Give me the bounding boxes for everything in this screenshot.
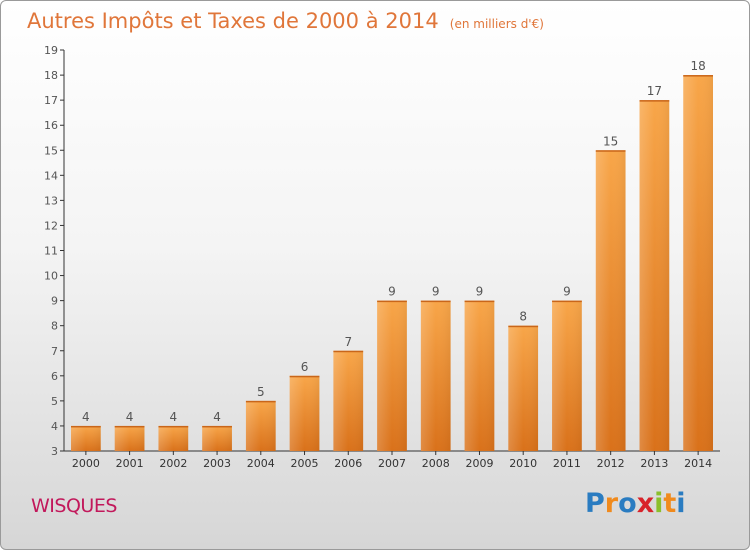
y-tick-label: 6 xyxy=(51,370,58,383)
y-tick-label: 18 xyxy=(44,69,58,82)
x-tick-label: 2006 xyxy=(334,457,362,470)
bar-top-edge xyxy=(464,300,495,303)
y-tick-label: 13 xyxy=(44,194,58,207)
bar-top-edge xyxy=(70,425,101,428)
bar-highlight xyxy=(377,300,407,451)
x-tick-label: 2007 xyxy=(378,457,406,470)
x-tick-label: 2000 xyxy=(72,457,100,470)
x-tick-label: 2003 xyxy=(203,457,231,470)
bar-highlight xyxy=(333,350,364,451)
y-tick-labels: 3 4 5 6 7 8 9 10 11 12 13 14 15 16 17 18 19 xyxy=(44,44,64,458)
bar-top-edge xyxy=(245,400,276,403)
bar-top-edge xyxy=(420,300,451,303)
data-label: 6 xyxy=(301,360,309,374)
bar-top-edge xyxy=(377,300,407,303)
y-tick-label: 4 xyxy=(51,420,58,433)
bar-top-edge xyxy=(333,350,364,353)
data-label: 7 xyxy=(344,335,352,349)
bar-highlight xyxy=(289,375,320,451)
bar-highlight xyxy=(639,100,670,451)
x-tick-label: 2014 xyxy=(684,457,712,470)
proxiti-logo: Proxiti xyxy=(585,488,686,519)
data-label: 18 xyxy=(690,59,705,73)
x-tick-label: 2011 xyxy=(553,457,581,470)
bar-highlight xyxy=(595,150,626,451)
data-label: 4 xyxy=(213,410,221,424)
bar-highlight xyxy=(114,425,145,451)
data-label: 15 xyxy=(603,134,618,148)
bar-top-edge xyxy=(639,100,670,102)
bar-highlight xyxy=(202,425,232,451)
bar-top-edge xyxy=(289,375,320,378)
bar-top-edge xyxy=(595,150,626,152)
logo-letter: i xyxy=(654,488,664,519)
logo-letter: t xyxy=(663,488,677,519)
x-tick-label: 2002 xyxy=(159,457,187,470)
y-tick-label: 8 xyxy=(51,320,58,333)
y-tick-label: 19 xyxy=(44,44,58,57)
data-label: 9 xyxy=(563,285,571,299)
bar-highlight xyxy=(508,325,539,451)
data-label: 9 xyxy=(432,285,440,299)
logo-letter: x xyxy=(636,488,655,519)
y-tick-label: 15 xyxy=(44,144,58,157)
data-label: 9 xyxy=(476,285,484,299)
y-tick-label: 10 xyxy=(44,270,58,283)
bar-top-edge xyxy=(114,425,145,428)
y-tick-label: 5 xyxy=(51,395,58,408)
x-tick-labels: 2000 2001 2002 2003 2004 2005 2006 2007 2008 2009… xyxy=(72,451,712,470)
y-tick-label: 3 xyxy=(51,445,58,458)
data-label: 4 xyxy=(82,410,90,424)
logo-letter: r xyxy=(604,488,619,519)
x-tick-label: 2008 xyxy=(422,457,450,470)
x-tick-label: 2013 xyxy=(640,457,668,470)
bar-highlight xyxy=(420,300,451,451)
y-tick-label: 11 xyxy=(44,245,58,258)
x-tick-label: 2004 xyxy=(247,457,275,470)
data-label: 4 xyxy=(126,410,134,424)
bar-top-edge xyxy=(508,325,539,328)
data-label: 17 xyxy=(647,84,662,98)
data-label: 5 xyxy=(257,385,265,399)
logo-letter: i xyxy=(676,488,686,519)
data-labels: 4 4 4 4 5 6 7 9 9 9 8 9 15 17 18 xyxy=(82,59,706,424)
y-tick-label: 16 xyxy=(44,119,58,132)
data-label: 4 xyxy=(170,410,178,424)
bar-highlight xyxy=(552,300,582,451)
logo-letter: P xyxy=(585,488,605,519)
x-tick-label: 2009 xyxy=(465,457,493,470)
y-tick-label: 14 xyxy=(44,169,58,182)
y-tick-label: 9 xyxy=(51,295,58,308)
bar-top-edge xyxy=(683,75,714,77)
chart-title-text: Autres Impôts et Taxes de 2000 à 2014 xyxy=(27,9,439,33)
y-tick-label: 7 xyxy=(51,345,58,358)
bar-highlight xyxy=(683,75,714,451)
bar-highlight xyxy=(158,425,189,451)
bar-highlight xyxy=(464,300,495,451)
y-tick-label: 12 xyxy=(44,219,58,232)
bar-top-edge xyxy=(202,425,232,428)
bar-highlight xyxy=(245,400,276,451)
town-name: WISQUES xyxy=(31,495,117,517)
bar-top-edge xyxy=(552,300,582,303)
data-label: 9 xyxy=(388,285,396,299)
chart-subtitle: (en milliers d'€) xyxy=(449,17,544,31)
logo-letter: o xyxy=(618,488,637,519)
chart-title: Autres Impôts et Taxes de 2000 à 2014 (e… xyxy=(27,9,544,33)
x-tick-label: 2005 xyxy=(291,457,319,470)
bars xyxy=(70,75,714,451)
bar-top-edge xyxy=(158,425,189,428)
y-tick-label: 17 xyxy=(44,94,58,107)
data-label: 8 xyxy=(519,310,527,324)
x-tick-label: 2012 xyxy=(597,457,625,470)
x-tick-label: 2010 xyxy=(509,457,537,470)
bar-highlight xyxy=(70,425,101,451)
x-tick-label: 2001 xyxy=(116,457,144,470)
